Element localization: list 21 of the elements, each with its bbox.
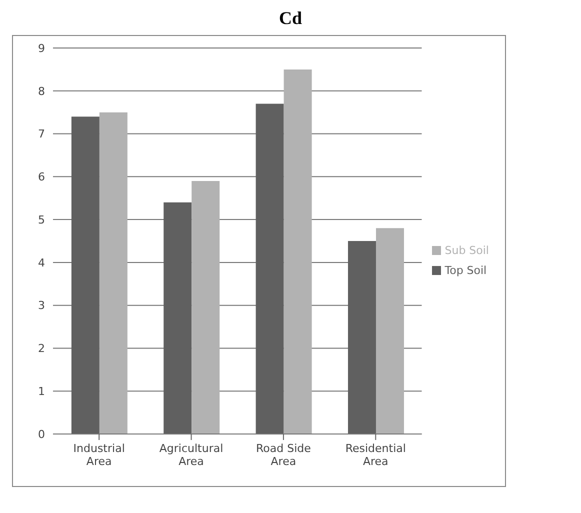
x-tick-label: Industrial Area [73,442,125,468]
x-tick-label: Residential Area [345,442,406,468]
y-tick-label: 7 [38,128,45,141]
chart-title: Cd [278,8,303,29]
y-tick-label: 0 [38,428,45,441]
legend-label: Sub Soil [444,244,489,257]
x-tick-label: Road Side Area [256,442,312,468]
y-tick-label: 5 [38,213,45,226]
bar [192,180,220,434]
y-tick-label: 6 [38,170,45,184]
bar [99,112,128,434]
legend-label: Top Soil [444,264,487,277]
bar [284,69,312,434]
y-tick-label: 4 [38,256,45,270]
y-tick-label: 1 [38,385,45,398]
bar [376,228,404,434]
y-tick-label: 2 [38,342,45,356]
x-tick-label: Agricultural Area [159,442,224,468]
y-tick-label: 3 [38,299,45,312]
y-tick-label: 9 [38,42,45,55]
y-tick-label: 8 [38,84,45,98]
